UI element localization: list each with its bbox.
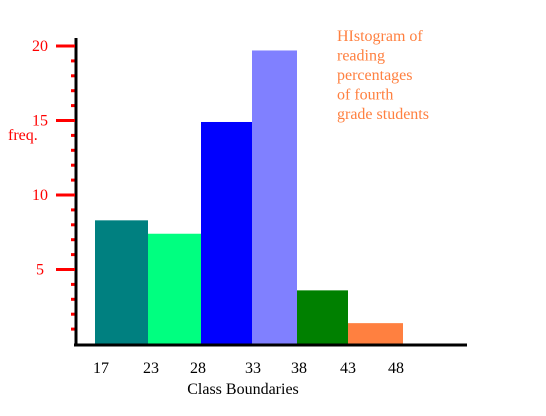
x-tick-label-33: 33 [245, 360, 261, 377]
y-major-ticks [56, 44, 75, 271]
bar-28-33 [201, 121, 252, 345]
y-tick-label-10: 10 [32, 187, 48, 204]
y-tick-label-20: 20 [32, 38, 48, 55]
bar-33-38 [252, 50, 297, 344]
bar-17-23 [95, 220, 148, 344]
y-minor-tick [71, 238, 75, 242]
bar-23-28 [148, 233, 201, 344]
y-minor-tick [71, 89, 75, 93]
x-tick-label-48: 48 [388, 360, 404, 377]
y-minor-tick [71, 178, 75, 182]
y-minor-tick [71, 327, 75, 331]
y-tick-label-15: 15 [32, 113, 48, 130]
x-tick-label-23: 23 [143, 360, 159, 377]
chart-title-line: reading [337, 48, 385, 65]
chart-title-line: of fourth [337, 87, 393, 104]
y-minor-tick [71, 74, 75, 78]
y-minor-tick [71, 104, 75, 108]
y-minor-tick [71, 163, 75, 167]
y-minor-tick [71, 312, 75, 316]
y-minor-tick [71, 223, 75, 227]
x-axis-label: Class Boundaries [187, 381, 299, 398]
x-tick-label-17: 17 [93, 360, 109, 377]
y-minor-tick [71, 133, 75, 137]
chart-title-line: percentages [337, 67, 413, 84]
y-axis-label: freq. [8, 127, 38, 144]
chart-title-line: grade students [337, 106, 429, 123]
bar-38-43 [297, 290, 348, 344]
y-minor-tick [71, 297, 75, 301]
y-minor-tick [71, 208, 75, 212]
y-minor-tick [71, 59, 75, 63]
chart-title: HIstogram of reading percentages of fourth g… [337, 28, 429, 123]
y-tick-label-5: 5 [36, 262, 44, 279]
x-tick-label-28: 28 [190, 360, 206, 377]
y-minor-ticks [71, 59, 75, 331]
y-minor-tick [71, 282, 75, 286]
bar-43-48 [348, 323, 403, 344]
bars-group [95, 50, 403, 345]
x-tick-labels: 17 23 28 33 38 43 48 [93, 360, 404, 377]
y-minor-tick [71, 148, 75, 152]
y-minor-tick [71, 253, 75, 257]
x-tick-label-38: 38 [291, 360, 307, 377]
chart-title-line: HIstogram of [337, 28, 423, 45]
y-tick-labels: 5 10 15 20 [32, 38, 48, 279]
x-tick-label-43: 43 [340, 360, 356, 377]
